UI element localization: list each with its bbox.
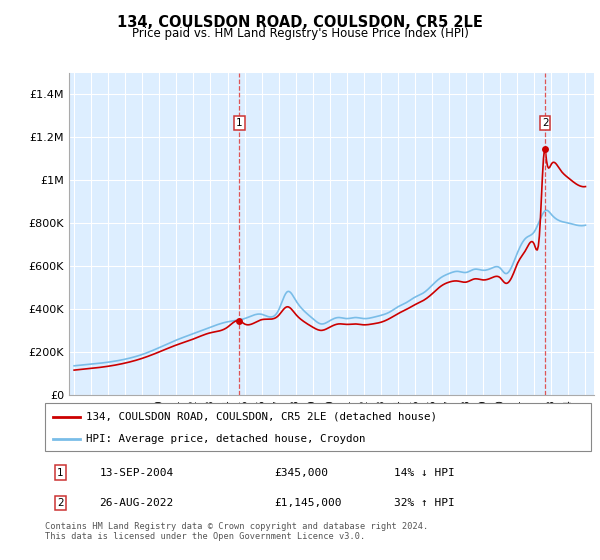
Text: 2: 2 xyxy=(542,118,548,128)
Text: 134, COULSDON ROAD, COULSDON, CR5 2LE: 134, COULSDON ROAD, COULSDON, CR5 2LE xyxy=(117,15,483,30)
FancyBboxPatch shape xyxy=(45,403,591,451)
Text: HPI: Average price, detached house, Croydon: HPI: Average price, detached house, Croy… xyxy=(86,434,365,444)
Text: 1: 1 xyxy=(236,118,243,128)
Text: 1: 1 xyxy=(57,468,64,478)
Text: £345,000: £345,000 xyxy=(274,468,328,478)
Text: Contains HM Land Registry data © Crown copyright and database right 2024.
This d: Contains HM Land Registry data © Crown c… xyxy=(45,522,428,542)
Text: 134, COULSDON ROAD, COULSDON, CR5 2LE (detached house): 134, COULSDON ROAD, COULSDON, CR5 2LE (d… xyxy=(86,412,437,422)
Text: 2: 2 xyxy=(57,498,64,508)
Text: 32% ↑ HPI: 32% ↑ HPI xyxy=(394,498,455,508)
Text: 13-SEP-2004: 13-SEP-2004 xyxy=(100,468,174,478)
Text: Price paid vs. HM Land Registry's House Price Index (HPI): Price paid vs. HM Land Registry's House … xyxy=(131,27,469,40)
Text: 14% ↓ HPI: 14% ↓ HPI xyxy=(394,468,455,478)
Text: £1,145,000: £1,145,000 xyxy=(274,498,342,508)
Text: 26-AUG-2022: 26-AUG-2022 xyxy=(100,498,174,508)
